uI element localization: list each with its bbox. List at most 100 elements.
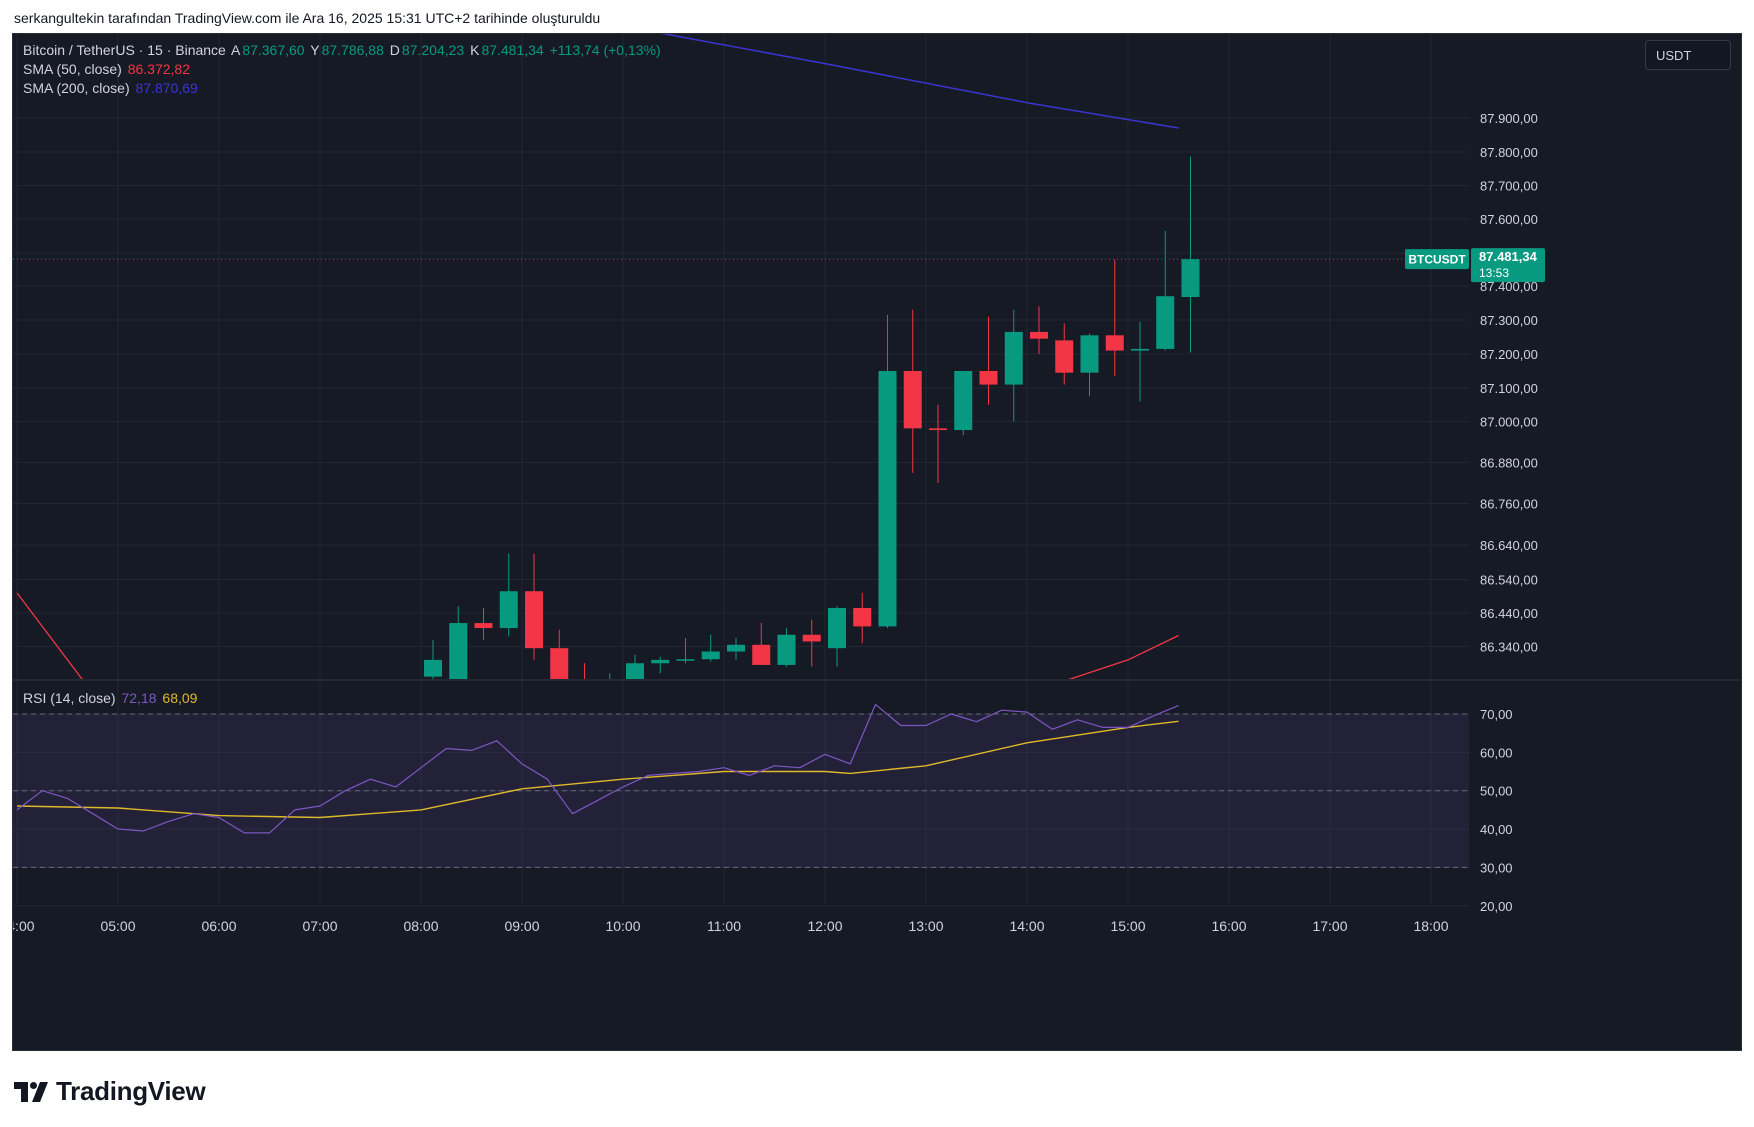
time-axis-label: 11:00 bbox=[707, 918, 741, 934]
price-axis-label: 87.400,00 bbox=[1480, 279, 1538, 294]
time-axis-label: 05:00 bbox=[100, 918, 135, 934]
legend-sma50-row[interactable]: SMA (50, close) 86.372,82 bbox=[23, 61, 192, 77]
time-axis-label: 16:00 bbox=[1211, 918, 1246, 934]
candle-body bbox=[979, 371, 998, 385]
tradingview-icon bbox=[14, 1081, 48, 1102]
price-tag-symbol: BTCUSDT bbox=[1408, 253, 1466, 267]
candle-body bbox=[1004, 331, 1023, 385]
rsi-axis-label: 20,00 bbox=[1480, 899, 1513, 914]
candle-body bbox=[1055, 340, 1074, 373]
legend-close-value: 87.481,34 bbox=[481, 42, 544, 58]
rsi-value: 72,18 bbox=[121, 690, 157, 706]
candle-body bbox=[474, 623, 493, 629]
sma50-group bbox=[16, 592, 1179, 679]
price-axis-label: 87.100,00 bbox=[1480, 381, 1538, 396]
candle-body bbox=[424, 659, 442, 677]
rsi-axis-label: 30,00 bbox=[1480, 860, 1513, 875]
price-axis-label: 87.800,00 bbox=[1480, 145, 1538, 160]
price-axis-label: 86.540,00 bbox=[1480, 573, 1538, 588]
sma200-label: SMA (200, close) bbox=[23, 80, 130, 96]
candle-body bbox=[777, 634, 796, 665]
candle-body bbox=[1131, 348, 1149, 351]
candle-body bbox=[676, 659, 695, 661]
price-axis-label: 86.340,00 bbox=[1480, 640, 1538, 655]
candle-body bbox=[727, 644, 745, 652]
candle-body bbox=[802, 634, 821, 642]
candle-body bbox=[449, 623, 468, 679]
price-tag-price: 87.481,34 bbox=[1479, 249, 1538, 264]
rsi-axis-label: 50,00 bbox=[1480, 784, 1513, 799]
rsi-ma-value: 68,09 bbox=[162, 690, 198, 706]
legend-sma200-row[interactable]: SMA (200, close) 87.870,69 bbox=[23, 80, 200, 96]
chart-canvas[interactable]: 87.900,00 87.800,00 87.700,00 87.600,00 87.4… bbox=[13, 34, 1741, 1050]
candle-body bbox=[903, 371, 922, 429]
candle-body bbox=[651, 659, 670, 664]
time-axis-label: 04:00 bbox=[13, 918, 35, 934]
candle-body bbox=[853, 607, 872, 627]
chart-caption: serkangultekin tarafından TradingView.co… bbox=[14, 10, 601, 26]
price-axis-label: 86.640,00 bbox=[1480, 538, 1538, 553]
time-axis-label: 06:00 bbox=[201, 918, 236, 934]
candle-body bbox=[525, 591, 543, 649]
legend-close-label: K bbox=[470, 42, 480, 58]
candle-body bbox=[601, 683, 619, 693]
rsi-axis-label: 40,00 bbox=[1480, 822, 1513, 837]
currency-button[interactable]: USDT bbox=[1645, 40, 1731, 70]
time-axis-label: 13:00 bbox=[908, 918, 943, 934]
sma200-value: 87.870,69 bbox=[135, 80, 198, 96]
legend-rsi-row[interactable]: RSI (14, close) 72,18 68,09 bbox=[23, 690, 199, 706]
legend-low-label: D bbox=[389, 42, 400, 58]
symbol-name[interactable]: Bitcoin / TetherUS · 15 · Binance bbox=[23, 42, 226, 58]
sma50-value: 86.372,82 bbox=[127, 61, 191, 77]
legend-open-value: 87.367,60 bbox=[242, 42, 305, 58]
price-axis-label: 86.440,00 bbox=[1480, 606, 1538, 621]
candle-body bbox=[1080, 335, 1099, 373]
candle-body bbox=[550, 648, 569, 679]
candle-body bbox=[878, 371, 897, 627]
candle-body bbox=[929, 428, 947, 431]
legend-high-value: 87.786,88 bbox=[321, 42, 384, 58]
legend-high-label: Y bbox=[310, 42, 320, 58]
rsi-axis-label: 70,00 bbox=[1480, 707, 1513, 722]
candle-body bbox=[701, 651, 720, 660]
price-axis-label: 86.760,00 bbox=[1480, 497, 1538, 512]
candle-body bbox=[626, 663, 644, 679]
price-axis-label: 87.200,00 bbox=[1480, 347, 1538, 362]
rsi-axis-label: 60,00 bbox=[1480, 745, 1513, 760]
time-axis-label: 10:00 bbox=[605, 918, 640, 934]
legend-symbol-row: Bitcoin / TetherUS · 15 · Binance A 87.36… bbox=[23, 42, 663, 58]
candle-body bbox=[752, 644, 771, 665]
legend-low-value: 87.204,23 bbox=[401, 42, 465, 58]
time-axis-label: 07:00 bbox=[302, 918, 337, 934]
price-axis-label: 87.300,00 bbox=[1480, 313, 1538, 328]
candle-body bbox=[954, 371, 973, 431]
time-axis-label: 18:00 bbox=[1413, 918, 1448, 934]
candle-body bbox=[1030, 331, 1048, 339]
price-tag: BTCUSDT 87.481,34 13:53 bbox=[1405, 248, 1545, 283]
candle-body bbox=[1181, 259, 1200, 298]
sma50-label: SMA (50, close) bbox=[23, 61, 122, 77]
price-axis-label: 87.600,00 bbox=[1480, 212, 1538, 227]
price-axis-label: 87.900,00 bbox=[1480, 111, 1538, 126]
price-axis-label: 86.880,00 bbox=[1480, 456, 1538, 471]
time-axis-label: 15:00 bbox=[1110, 918, 1145, 934]
price-axis-label: 87.700,00 bbox=[1480, 179, 1538, 194]
candle-body bbox=[1156, 296, 1175, 349]
candle-body bbox=[1105, 335, 1124, 351]
candle-body bbox=[828, 607, 846, 649]
candle-body bbox=[499, 591, 518, 629]
price-axis-label: 87.000,00 bbox=[1480, 415, 1538, 430]
candles-group bbox=[424, 156, 1200, 693]
chart-container[interactable]: 87.900,00 87.800,00 87.700,00 87.600,00 87.4… bbox=[12, 33, 1742, 1051]
sma200-line bbox=[661, 34, 1179, 129]
tradingview-logo[interactable]: TradingView bbox=[14, 1076, 206, 1107]
sma50-line bbox=[16, 592, 1179, 679]
time-axis-label: 09:00 bbox=[504, 918, 539, 934]
brand-name: TradingView bbox=[56, 1076, 206, 1106]
rsi-ma-line bbox=[16, 720, 1179, 819]
rsi-line bbox=[16, 703, 1179, 834]
time-axis-label: 17:00 bbox=[1312, 918, 1347, 934]
time-axis-label: 14:00 bbox=[1009, 918, 1044, 934]
rsi-band bbox=[13, 714, 1469, 868]
time-axis-label: 08:00 bbox=[403, 918, 438, 934]
